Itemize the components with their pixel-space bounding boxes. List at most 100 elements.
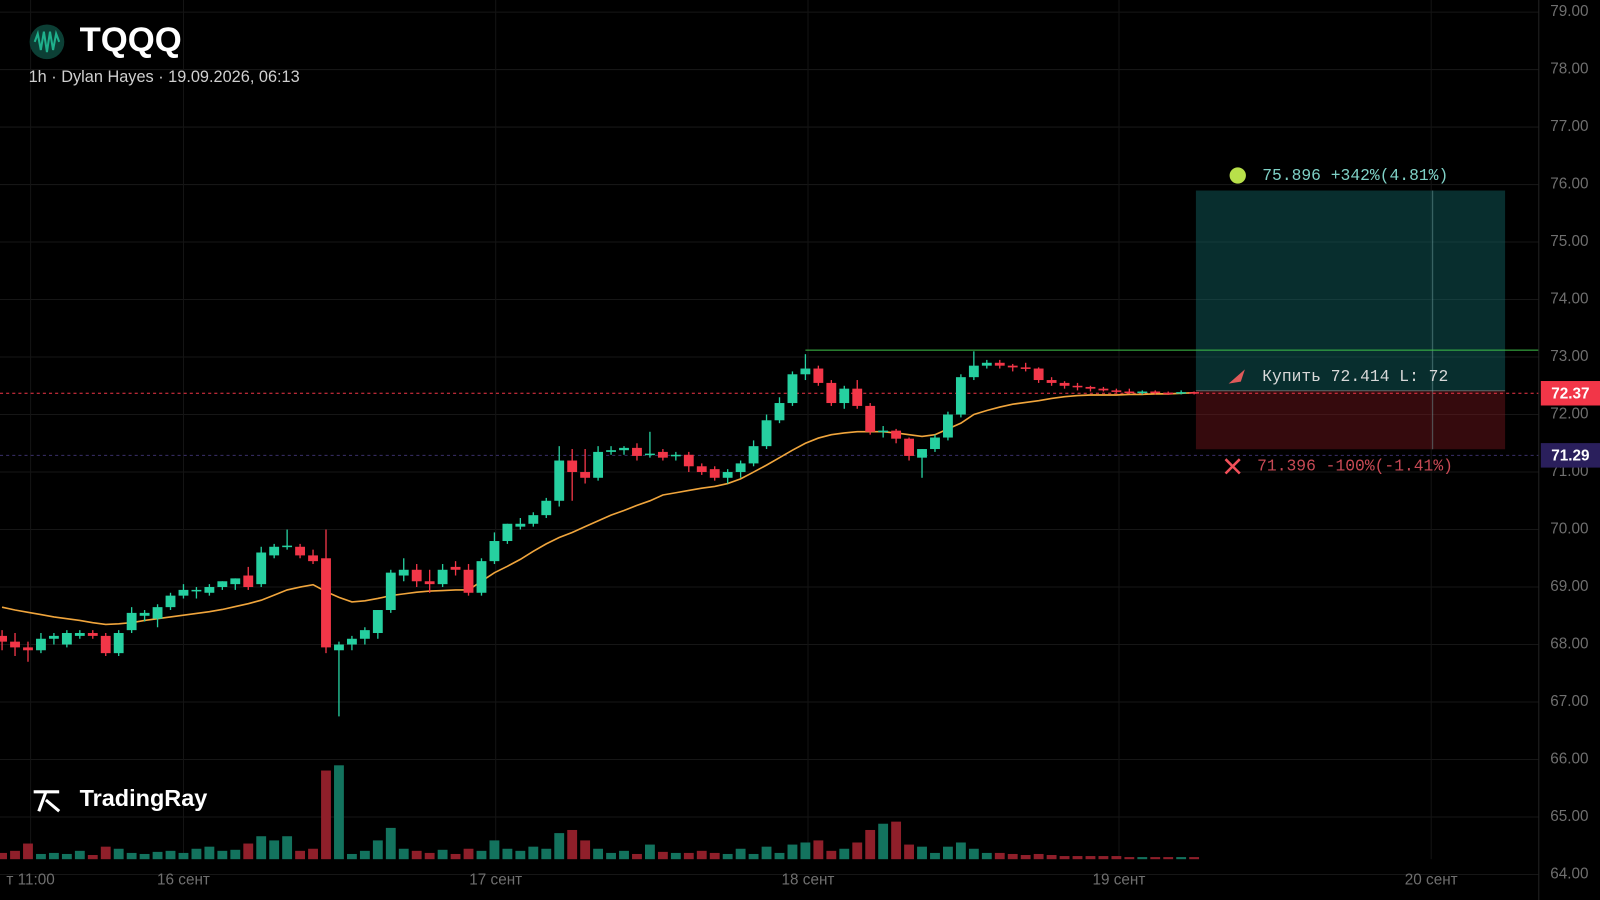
candle-body [994, 362, 1005, 366]
volume [0, 765, 1200, 860]
stop-zone[interactable] [1195, 390, 1506, 450]
volume-bar [87, 855, 98, 860]
y-tick-label: 79.00 [1550, 3, 1588, 20]
candle-body [955, 377, 966, 415]
y-tick-label: 66.00 [1550, 751, 1588, 768]
volume-bar [0, 852, 7, 860]
y-tick-label: 70.00 [1550, 521, 1588, 538]
candle-body [904, 438, 914, 456]
volume-bar [372, 840, 383, 860]
volume-bar [1111, 856, 1122, 860]
volume-bar [800, 842, 811, 860]
y-tick-label: 69.00 [1550, 578, 1588, 595]
candle-body [670, 454, 681, 457]
volume-bar [696, 850, 707, 860]
position-tool[interactable]: 75.896 +342%(4.81%) Купить 72.414 L: 72 71… [1195, 166, 1506, 476]
volume-bar [709, 852, 720, 860]
volume-bar [282, 836, 293, 860]
y-tick-label: 76.00 [1550, 176, 1588, 193]
volume-bar [321, 770, 331, 860]
candle-body [580, 472, 591, 478]
candle-body [385, 572, 396, 611]
volume-bar [437, 849, 448, 860]
candle-body [1007, 365, 1018, 368]
volume-bar [1189, 857, 1200, 860]
volume-bar [735, 848, 746, 860]
volume-bar [36, 853, 46, 860]
subtitle: 1h · Dylan Hayes · 19.09.2026, 06:13 [29, 68, 300, 86]
candle-body [1176, 392, 1187, 394]
volume-bar [904, 844, 914, 860]
volume-bar [489, 840, 500, 860]
volume-bar [683, 852, 694, 860]
candle-body [826, 382, 837, 404]
candle-body [645, 453, 655, 456]
candle-body [23, 647, 33, 651]
brand: TradingRay [80, 785, 208, 811]
volume-bar [48, 852, 59, 860]
candle-body [0, 635, 7, 642]
volume-bar [1046, 855, 1057, 860]
x-tick-label: 19 сент [1093, 872, 1146, 889]
candle-body [321, 558, 331, 648]
candle-body [87, 633, 98, 636]
candle-body [463, 569, 474, 593]
volume-bar [1059, 856, 1070, 860]
candle-body [891, 430, 902, 439]
volume-bar [554, 833, 565, 860]
volume-bar [269, 840, 280, 860]
x-tick-label: 20 сент [1405, 872, 1458, 889]
candle-body [593, 451, 604, 478]
volume-bar [1085, 856, 1096, 860]
candle-body [10, 641, 20, 648]
volume-bar [968, 848, 979, 860]
price-axis: 64.0065.0066.0067.0068.0069.0070.0071.00… [6, 0, 1600, 900]
candle-body [295, 546, 306, 556]
candle-body [191, 589, 202, 592]
y-tick-label: 65.00 [1550, 808, 1588, 825]
candle-body [398, 569, 409, 576]
candle-body [1189, 392, 1200, 394]
target-icon [1229, 167, 1246, 184]
candle-body [36, 638, 46, 651]
volume-bar [541, 848, 552, 860]
volume-bar [1137, 857, 1148, 860]
volume-bar [774, 852, 785, 860]
volume-bar [878, 823, 889, 860]
volume-bar [1020, 855, 1031, 860]
volume-bar [994, 852, 1005, 860]
candle-body [308, 555, 318, 562]
volume-bar [385, 827, 396, 860]
y-tick-label: 75.00 [1550, 233, 1588, 250]
candle-body [243, 575, 254, 588]
volume-bar [113, 848, 124, 860]
volume-bar [1176, 857, 1187, 860]
volume-bar [955, 842, 966, 860]
target-zone[interactable] [1195, 190, 1506, 391]
y-tick-label: 68.00 [1550, 636, 1588, 653]
candle-body [411, 569, 422, 582]
candle-body [619, 447, 629, 451]
volume-bar [152, 851, 163, 860]
candle-body [1163, 392, 1174, 395]
candle-body [256, 552, 267, 585]
candle-body [165, 595, 176, 608]
volume-bar [515, 850, 526, 860]
candle-body [943, 414, 953, 438]
candle-body [346, 638, 357, 645]
volume-bar [74, 850, 85, 860]
candle-body [424, 581, 435, 585]
candle-body [1072, 385, 1083, 388]
candle-body [1046, 380, 1057, 383]
stop-label: 71.396 -100%(-1.41%) [1257, 457, 1453, 476]
candle-body [139, 612, 150, 616]
moving-average [1, 391, 1195, 626]
candle-body [761, 420, 772, 447]
volume-bar [619, 850, 629, 860]
candle-body [113, 633, 124, 654]
volume-bar [917, 846, 927, 860]
volume-bar [359, 850, 370, 860]
y-tick-label: 72.00 [1550, 406, 1588, 423]
